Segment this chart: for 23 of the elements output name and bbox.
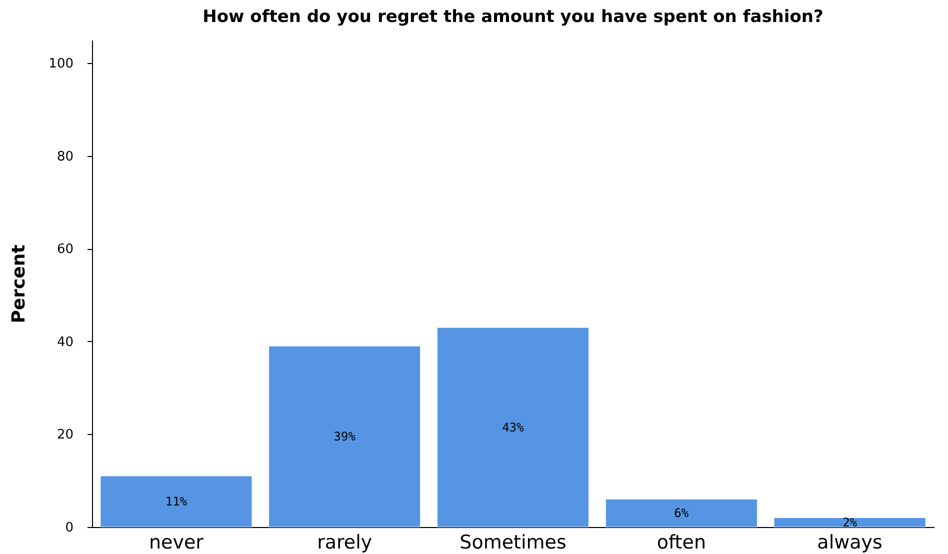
data-label: 39%	[334, 430, 356, 444]
data-label: 11%	[165, 494, 188, 508]
bar	[100, 476, 252, 528]
x-tick-label: Sometimes	[460, 532, 566, 554]
y-axis-title: Percent	[8, 244, 30, 324]
y-tick-label: 80	[56, 149, 74, 164]
x-tick-label: rarely	[317, 532, 372, 554]
x-tick-label: always	[817, 532, 882, 554]
data-label: 6%	[674, 506, 690, 520]
x-tick-label: often	[656, 532, 706, 554]
y-tick-label: 100	[48, 56, 74, 72]
x-tick-label: never	[148, 532, 204, 554]
y-tick-label: 60	[56, 242, 74, 258]
bar	[774, 517, 926, 528]
y-tick-label: 0	[65, 520, 74, 536]
data-label: 2%	[842, 515, 858, 530]
chart-title: How often do you regret the amount you have spent on fashion?	[202, 7, 824, 27]
bar	[436, 327, 590, 528]
bar	[268, 346, 421, 528]
data-label: 43%	[502, 420, 525, 434]
y-tick-label: 40	[56, 334, 74, 350]
bar	[605, 498, 758, 528]
y-tick-label: 20	[56, 428, 74, 443]
